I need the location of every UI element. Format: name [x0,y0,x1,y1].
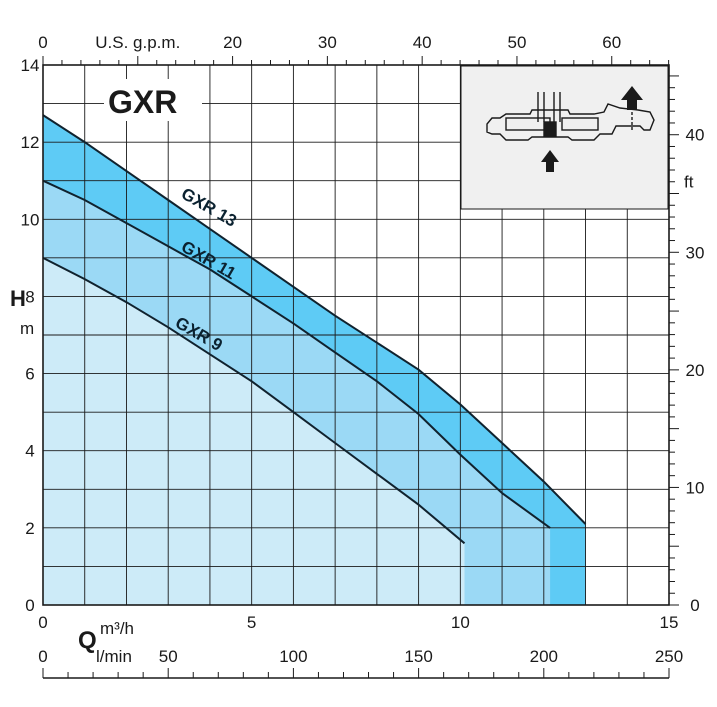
ft-tick-label: 30 [686,243,705,262]
ft-tick-label: 0 [690,596,699,615]
lmin-tick-label: 250 [655,647,683,666]
outlet-arrow-icon [621,86,643,110]
title-background [104,79,202,121]
x-axis-label: Q [78,627,97,654]
curve-gxr-9 [42,257,466,545]
y-tick-label: 2 [25,519,34,538]
lmin-axis: 0 50 100 150 200 250 [38,647,683,679]
y-tick-label: 12 [21,133,40,152]
chart-title: GXR [108,84,177,120]
x-tick-label: 5 [247,613,256,632]
x-tick-label: 0 [38,613,47,632]
lmin-tick-label: 100 [279,647,307,666]
y-axis-unit: m [20,319,34,338]
gpm-tick-label: 50 [507,33,526,52]
lmin-axis-unit: l/min [96,647,132,666]
gpm-axis: 0 U.S. g.p.m. 20 30 40 50 60 [38,33,670,65]
y-tick-label: 8 [25,287,34,306]
y-tick-label: 6 [25,365,34,384]
series-fills [43,115,586,605]
ft-tick-label: 10 [686,478,705,497]
y-axis-label: H [10,286,26,311]
grid [43,65,669,605]
gpm-tick-label: 0 [38,33,47,52]
lmin-tick-label: 200 [530,647,558,666]
lmin-tick-label: 0 [38,647,47,666]
y-tick-label: 0 [25,596,34,615]
inlet-arrow-icon [541,150,559,172]
gpm-tick-label: 30 [318,33,337,52]
y-tick-label: 10 [21,210,40,229]
y-tick-label: 14 [21,56,40,75]
fill-gxr-9 [43,257,465,605]
pump-schematic-icon [486,92,655,141]
curve-gxr-11 [42,179,551,529]
lmin-tick-label: 150 [404,647,432,666]
gpm-tick-label: U.S. g.p.m. [95,33,180,52]
gpm-tick-label: 20 [223,33,242,52]
curve-gxr-13 [42,114,587,525]
ft-axis: 0 10 20 30 40 [669,75,705,615]
ft-tick-label: 20 [686,361,705,380]
inset-panel [460,65,669,210]
x-tick-label: 15 [660,613,679,632]
gpm-tick-label: 40 [413,33,432,52]
y-axis-ticks: 0 2 4 6 8 10 12 14 [21,56,40,615]
x-tick-label: 10 [451,613,470,632]
ft-axis-unit: ft [684,173,694,192]
x-axis-ticks: 0 5 10 15 [38,613,678,632]
lmin-tick-label: 50 [159,647,178,666]
x-axis-unit: m³/h [100,619,134,638]
ft-tick-label: 40 [686,126,705,145]
series-curves [42,114,587,545]
gpm-tick-label: 60 [602,33,621,52]
y-tick-label: 4 [25,442,34,461]
